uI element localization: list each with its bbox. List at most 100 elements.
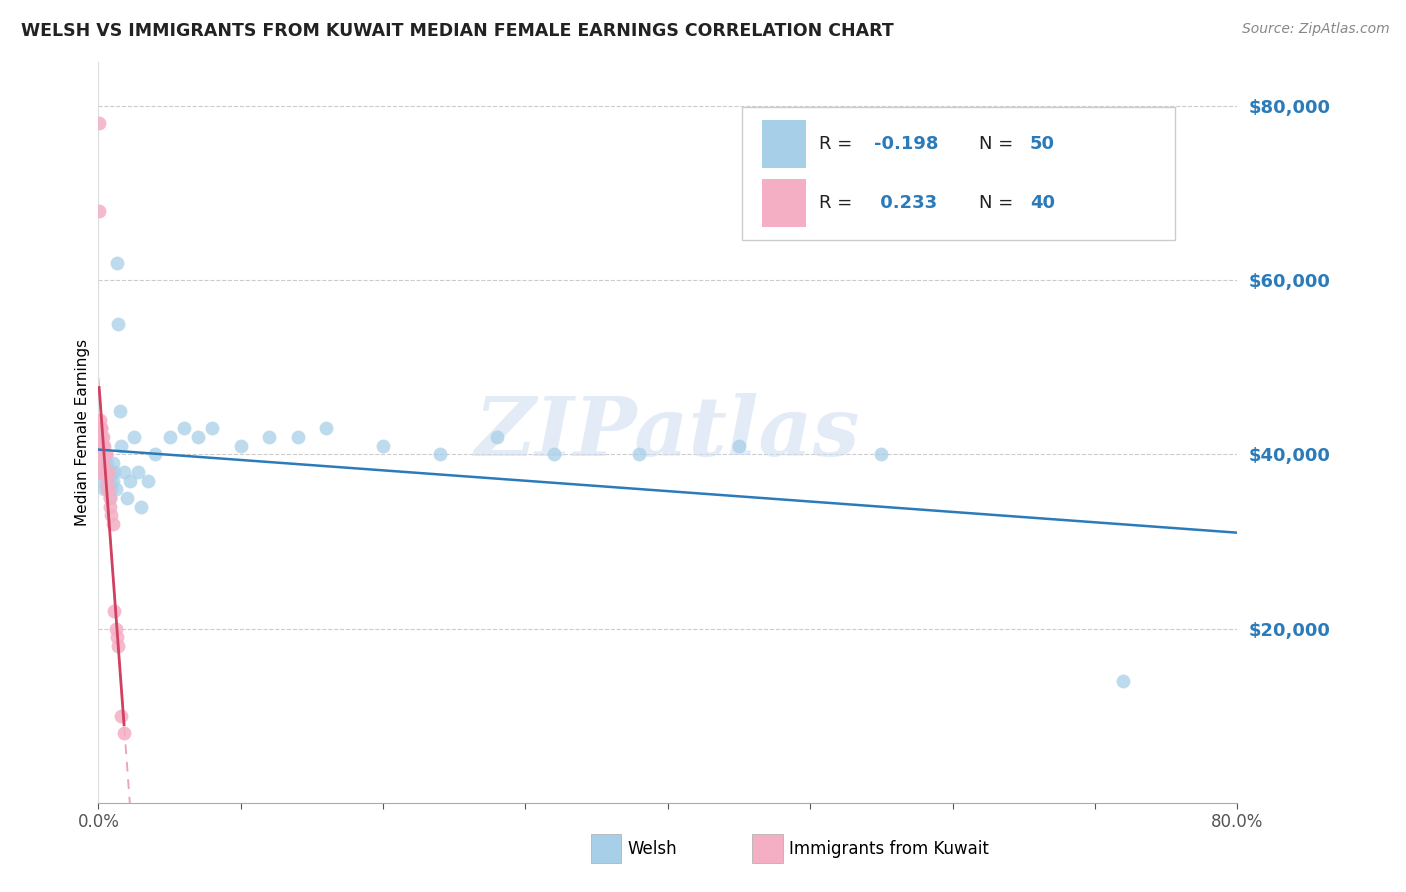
Point bbox=[93, 482, 115, 496]
Point bbox=[127, 465, 149, 479]
Point bbox=[97, 465, 120, 479]
Point bbox=[96, 482, 118, 496]
Point bbox=[94, 447, 117, 461]
Point bbox=[159, 430, 181, 444]
Point bbox=[90, 456, 112, 470]
Point bbox=[91, 456, 114, 470]
Point bbox=[103, 604, 125, 618]
Text: N =: N = bbox=[979, 136, 1019, 153]
Text: ZIPatlas: ZIPatlas bbox=[475, 392, 860, 473]
Point bbox=[543, 447, 565, 461]
Point bbox=[187, 430, 209, 444]
Point bbox=[98, 474, 121, 488]
Point bbox=[229, 439, 252, 453]
Point bbox=[90, 447, 112, 461]
Text: Immigrants from Kuwait: Immigrants from Kuwait bbox=[789, 840, 988, 858]
Point bbox=[91, 456, 114, 470]
Text: -0.198: -0.198 bbox=[875, 136, 938, 153]
Point bbox=[112, 726, 135, 740]
Point bbox=[97, 482, 120, 496]
Point bbox=[315, 421, 337, 435]
Point bbox=[112, 465, 135, 479]
Point bbox=[93, 456, 115, 470]
Point bbox=[93, 465, 115, 479]
Point bbox=[870, 447, 893, 461]
Point bbox=[101, 474, 124, 488]
Point bbox=[104, 482, 127, 496]
Point bbox=[118, 474, 141, 488]
Text: 0.233: 0.233 bbox=[875, 194, 938, 211]
Point bbox=[129, 500, 152, 514]
Point bbox=[96, 456, 118, 470]
Point bbox=[89, 439, 111, 453]
Point bbox=[107, 317, 129, 331]
Point bbox=[287, 430, 309, 444]
Point bbox=[93, 439, 115, 453]
Point bbox=[98, 500, 121, 514]
Point bbox=[105, 256, 128, 270]
Point bbox=[105, 630, 128, 644]
Point bbox=[728, 439, 751, 453]
Point bbox=[89, 430, 111, 444]
Point bbox=[89, 421, 111, 435]
Point bbox=[90, 421, 112, 435]
Text: WELSH VS IMMIGRANTS FROM KUWAIT MEDIAN FEMALE EARNINGS CORRELATION CHART: WELSH VS IMMIGRANTS FROM KUWAIT MEDIAN F… bbox=[21, 22, 894, 40]
Point bbox=[107, 639, 129, 653]
Point bbox=[259, 430, 281, 444]
Point bbox=[96, 474, 118, 488]
Point bbox=[101, 456, 124, 470]
Point bbox=[89, 447, 111, 461]
Point bbox=[486, 430, 509, 444]
Text: Source: ZipAtlas.com: Source: ZipAtlas.com bbox=[1241, 22, 1389, 37]
Text: R =: R = bbox=[820, 136, 858, 153]
Point bbox=[93, 447, 115, 461]
Point bbox=[89, 203, 111, 218]
Point bbox=[97, 465, 120, 479]
Point bbox=[94, 465, 117, 479]
Point bbox=[90, 439, 112, 453]
Point bbox=[94, 465, 117, 479]
Bar bbox=[762, 120, 806, 169]
Point bbox=[96, 474, 118, 488]
Point bbox=[90, 465, 112, 479]
Point bbox=[98, 491, 121, 505]
Point bbox=[173, 421, 195, 435]
Text: 50: 50 bbox=[1031, 136, 1054, 153]
Point bbox=[201, 421, 224, 435]
Text: R =: R = bbox=[820, 194, 858, 211]
Point bbox=[1112, 673, 1135, 688]
Point bbox=[89, 116, 111, 130]
Point bbox=[108, 404, 131, 418]
Point bbox=[90, 430, 112, 444]
Point bbox=[89, 465, 111, 479]
Point bbox=[100, 482, 122, 496]
Point bbox=[100, 465, 122, 479]
Point bbox=[110, 708, 132, 723]
Point bbox=[628, 447, 651, 461]
Point bbox=[90, 421, 112, 435]
FancyBboxPatch shape bbox=[742, 107, 1174, 240]
Point bbox=[122, 430, 145, 444]
Text: N =: N = bbox=[979, 194, 1019, 211]
Point bbox=[104, 622, 127, 636]
Point bbox=[94, 447, 117, 461]
Y-axis label: Median Female Earnings: Median Female Earnings bbox=[75, 339, 90, 526]
Point bbox=[429, 447, 451, 461]
Point bbox=[89, 412, 111, 426]
Point bbox=[91, 430, 114, 444]
Point bbox=[100, 508, 122, 523]
Point bbox=[90, 439, 112, 453]
Point bbox=[98, 491, 121, 505]
Point bbox=[89, 430, 111, 444]
Point bbox=[97, 482, 120, 496]
Point bbox=[110, 439, 132, 453]
Point bbox=[91, 439, 114, 453]
Point bbox=[91, 456, 114, 470]
Point bbox=[91, 439, 114, 453]
Point bbox=[91, 474, 114, 488]
Point bbox=[373, 439, 395, 453]
Point bbox=[115, 491, 138, 505]
Text: Welsh: Welsh bbox=[627, 840, 676, 858]
Point bbox=[145, 447, 167, 461]
Point bbox=[103, 465, 125, 479]
